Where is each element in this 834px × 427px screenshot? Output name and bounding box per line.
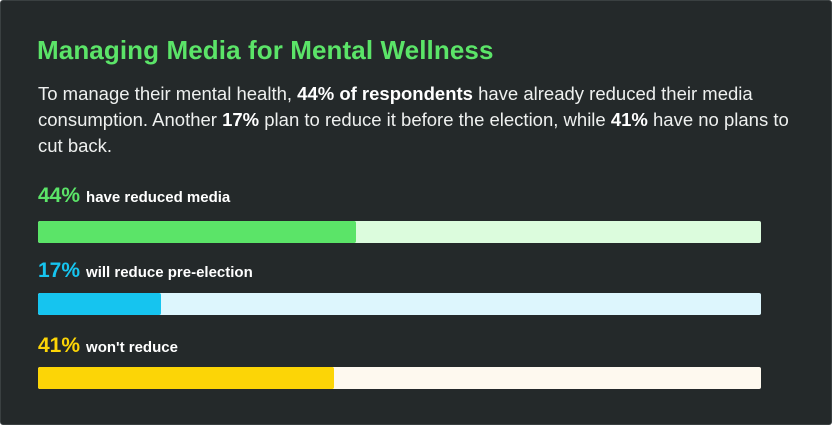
bar-category-label: will reduce pre-election [86,264,253,281]
chart-subtitle: To manage their mental health, 44% of re… [38,81,798,159]
bar-row-label: 44% have reduced media [38,184,230,208]
bar-category-label: have reduced media [86,189,231,206]
bar-category-label: won't reduce [86,339,178,356]
chart-title: Managing Media for Mental Wellness [37,35,494,65]
bar-track [38,367,761,389]
subtitle-text: have no plans to cut back. [38,109,789,156]
subtitle-text: have already reduced their media consump… [38,83,753,130]
bar-row-label: 41% won't reduce [38,334,178,358]
bar-fill [38,221,357,243]
bar-track [38,293,761,315]
bar-value-label: 41% [38,334,81,357]
bar-value-label: 17% [38,259,81,282]
subtitle-highlight: 44% of respondents [297,83,473,104]
bar-fill [38,293,161,315]
subtitle-text: plan to reduce it before the election, w… [259,109,611,130]
subtitle-highlight: 17% [222,109,260,130]
subtitle-highlight: 41% [610,109,648,130]
bar-row-label: 17% will reduce pre-election [38,259,253,283]
bar-track [38,221,761,243]
bar-value-label: 44% [38,184,81,207]
bar-fill [38,367,335,389]
subtitle-text: To manage their mental health, [38,83,298,104]
